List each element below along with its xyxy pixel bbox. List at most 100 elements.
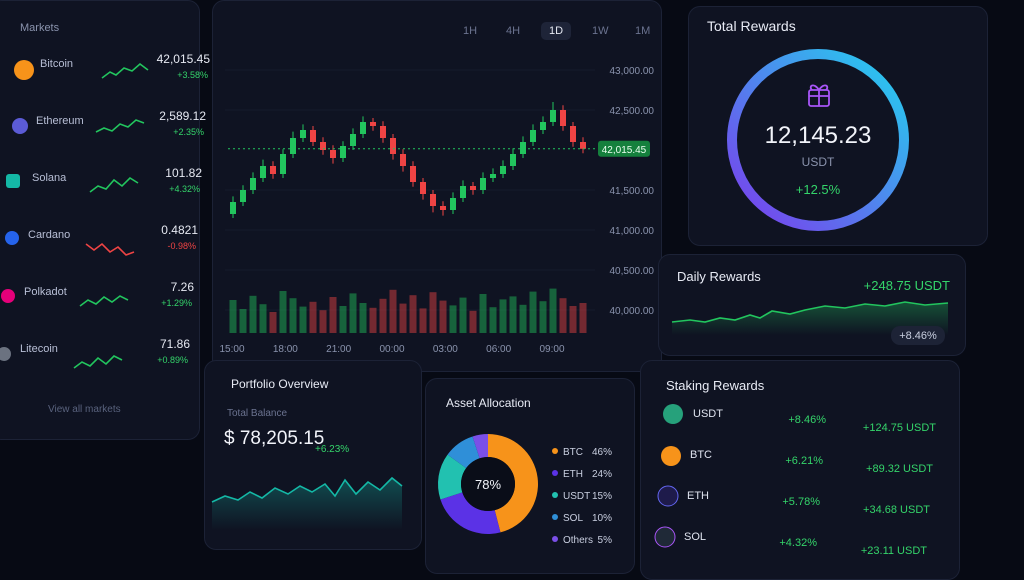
pie-center-label: 78% [475,477,501,492]
staking-asset: BTC [690,449,712,461]
candle-body [400,154,406,166]
candle-body [260,166,266,178]
market-change: -0.98% [167,241,196,251]
x-tick-label: 21:00 [326,344,351,355]
timeframe-button[interactable]: 1H [463,25,478,37]
gift-icon [808,84,830,107]
coin-icon [663,404,683,424]
candle-body [430,194,436,206]
volume-bar [559,298,567,333]
view-all-link[interactable]: View all markets [48,404,121,415]
coin-icon [14,60,34,80]
candle-body [390,138,396,154]
timeframe-button[interactable]: 4H [506,25,521,37]
last-price-tag [598,140,650,157]
volume-bar [329,297,337,333]
market-price: 42,015.45 [156,52,210,66]
legend-value: 15% [592,491,612,502]
portfolio-line [211,476,403,503]
market-price: 2,589.12 [159,109,206,123]
candle-body [240,190,246,202]
volume-bar [309,301,317,333]
sparkline [73,355,123,369]
daily-change: +8.46% [899,330,937,342]
volume-bar [259,304,267,333]
market-name: Cardano [28,229,71,241]
coin-icon [654,526,676,548]
volume-bar [319,310,327,333]
volume-bar [419,308,427,333]
y-tick-label: 40,000.00 [610,306,655,317]
candle-body [290,138,296,154]
candle-body [310,130,316,142]
volume-bar [269,312,277,333]
daily-value: +248.75 USDT [863,278,950,293]
timeframe-button[interactable]: 1M [635,25,651,37]
last-price-label: 42,015.45 [602,145,647,156]
panel-title: Staking Rewards [666,378,765,393]
coin-icon [6,174,20,188]
staking-amount: +89.32 USDT [866,463,933,475]
candle-body [250,178,256,190]
panel-title: Portfolio Overview [231,377,329,391]
volume-bar [349,293,357,333]
y-tick-label: 40,500.00 [610,266,655,277]
candle-body [560,110,566,126]
candle-body [510,154,516,166]
volume-bar [429,292,437,333]
candle-body [330,150,336,158]
legend-value: 5% [598,535,613,546]
market-change: +0.89% [157,355,188,365]
staking-amount: +23.11 USDT [860,545,927,557]
pie-slice [447,436,480,469]
x-tick-label: 18:00 [273,344,298,355]
legend-value: 46% [592,447,612,458]
balance-change: +6.23% [315,444,350,455]
candle-body [460,186,466,198]
badge [891,326,945,345]
volume-bar [369,307,377,333]
timeframe-button[interactable]: 1W [592,25,609,37]
candle-body [540,122,546,130]
coin-icon [12,118,28,134]
x-tick-label: 06:00 [486,344,511,355]
staking-asset: SOL [684,531,707,543]
rewards-change: +12.5% [796,182,841,197]
candle-body [300,130,306,138]
volume-bar [499,299,507,333]
market-price: 71.86 [159,337,190,351]
legend-label: SOL [563,513,583,524]
sparkline [85,242,135,256]
candle-body [350,134,356,146]
legend-value: 24% [592,469,612,480]
candle-body [580,142,586,149]
x-tick-label: 03:00 [433,344,458,355]
market-change: +1.29% [161,298,192,308]
ring [727,49,909,231]
candle-body [550,110,556,122]
staking-rate: +6.21% [785,455,823,467]
daily-area [672,302,948,335]
timeframe-button[interactable]: 1D [541,22,572,40]
coin-icon [5,231,19,245]
volume-bar [229,300,237,333]
staking-rate: +8.46% [788,414,826,426]
staking-asset: USDT [693,408,723,420]
volume-bar [579,303,587,333]
legend-label: BTC [563,447,583,458]
panel-title: Markets [20,22,60,34]
volume-bar [449,305,457,333]
legend-swatch [552,514,558,520]
volume-bar [459,297,467,333]
pie-slice [488,434,538,533]
y-tick-label: 42,500.00 [610,106,655,117]
pie-slice [472,434,488,459]
sparkline [101,62,149,79]
pie-hole [461,457,515,511]
market-price: 7.26 [170,280,194,294]
volume-bar [389,289,397,333]
legend-swatch [552,536,558,542]
staking-amount: +34.68 USDT [863,504,930,516]
